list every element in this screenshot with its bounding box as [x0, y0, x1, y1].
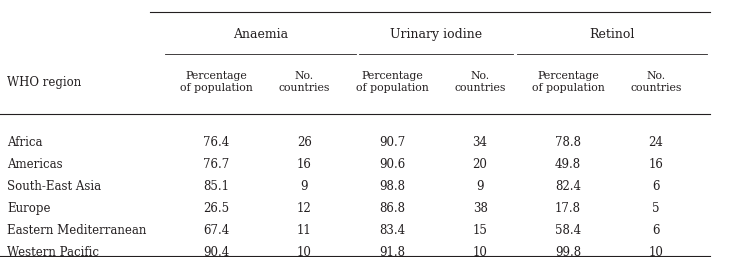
Text: 67.4: 67.4	[203, 224, 229, 236]
Text: Anaemia: Anaemia	[232, 28, 288, 41]
Text: Retinol: Retinol	[589, 28, 635, 41]
Text: 10: 10	[297, 246, 312, 257]
Text: 49.8: 49.8	[555, 158, 581, 171]
Text: 16: 16	[297, 158, 312, 171]
Text: 99.8: 99.8	[555, 246, 581, 257]
Text: 17.8: 17.8	[555, 202, 581, 215]
Text: Percentage
of population: Percentage of population	[180, 71, 253, 94]
Text: 6: 6	[652, 180, 660, 193]
Text: 10: 10	[649, 246, 663, 257]
Text: Europe: Europe	[7, 202, 51, 215]
Text: 26: 26	[297, 136, 312, 149]
Text: 90.7: 90.7	[379, 136, 405, 149]
Text: Western Pacific: Western Pacific	[7, 246, 100, 257]
Text: 76.4: 76.4	[203, 136, 229, 149]
Text: Africa: Africa	[7, 136, 43, 149]
Text: 78.8: 78.8	[555, 136, 581, 149]
Text: 9: 9	[301, 180, 308, 193]
Text: Urinary iodine: Urinary iodine	[390, 28, 482, 41]
Text: No.
countries: No. countries	[630, 71, 682, 94]
Text: 98.8: 98.8	[379, 180, 405, 193]
Text: 11: 11	[297, 224, 312, 236]
Text: 26.5: 26.5	[203, 202, 229, 215]
Text: No.
countries: No. countries	[279, 71, 330, 94]
Text: 20: 20	[473, 158, 487, 171]
Text: 9: 9	[476, 180, 484, 193]
Text: 10: 10	[473, 246, 487, 257]
Text: 38: 38	[473, 202, 487, 215]
Text: 6: 6	[652, 224, 660, 236]
Text: 58.4: 58.4	[555, 224, 581, 236]
Text: Americas: Americas	[7, 158, 63, 171]
Text: 85.1: 85.1	[203, 180, 229, 193]
Text: 90.6: 90.6	[379, 158, 405, 171]
Text: 34: 34	[473, 136, 487, 149]
Text: 83.4: 83.4	[379, 224, 405, 236]
Text: 12: 12	[297, 202, 312, 215]
Text: 76.7: 76.7	[203, 158, 229, 171]
Text: South-East Asia: South-East Asia	[7, 180, 101, 193]
Text: 5: 5	[652, 202, 660, 215]
Text: Eastern Mediterranean: Eastern Mediterranean	[7, 224, 147, 236]
Text: 91.8: 91.8	[379, 246, 405, 257]
Text: 15: 15	[473, 224, 487, 236]
Text: Percentage
of population: Percentage of population	[531, 71, 605, 94]
Text: Percentage
of population: Percentage of population	[356, 71, 429, 94]
Text: WHO region: WHO region	[7, 76, 81, 89]
Text: 16: 16	[649, 158, 663, 171]
Text: 82.4: 82.4	[555, 180, 581, 193]
Text: No.
countries: No. countries	[454, 71, 506, 94]
Text: 24: 24	[649, 136, 663, 149]
Text: 86.8: 86.8	[379, 202, 405, 215]
Text: 90.4: 90.4	[203, 246, 229, 257]
